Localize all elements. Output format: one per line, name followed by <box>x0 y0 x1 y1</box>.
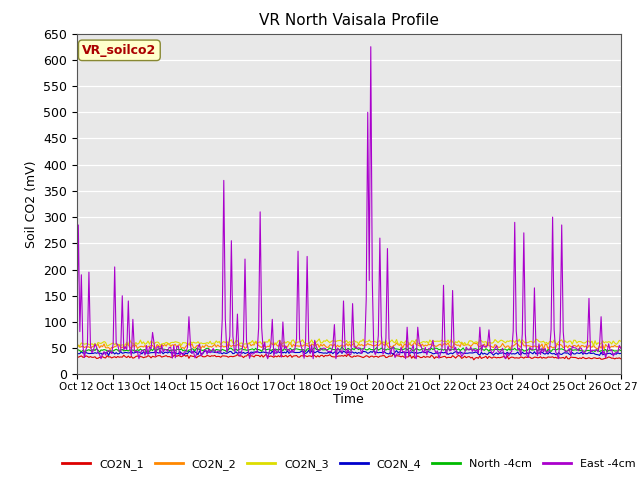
CO2N_1 <box>140 355 147 360</box>
CO2N_2 <box>256 344 264 349</box>
North -4cm <box>253 347 261 353</box>
CO2N_4 <box>141 351 149 357</box>
North -4cm <box>338 344 346 349</box>
CO2N_2 <box>237 343 244 349</box>
CO2N_3 <box>237 340 244 346</box>
CO2N_4 <box>589 350 597 356</box>
CO2N_4 <box>237 349 244 355</box>
CO2N_3 <box>312 339 320 345</box>
CO2N_3 <box>74 343 82 349</box>
North -4cm <box>543 349 550 355</box>
CO2N_4 <box>264 350 271 356</box>
East -4cm <box>141 352 149 358</box>
East -4cm <box>367 44 374 49</box>
North -4cm <box>589 348 597 353</box>
CO2N_2 <box>314 341 321 347</box>
North -4cm <box>311 345 319 350</box>
CO2N_2 <box>252 338 259 344</box>
Line: North -4cm: North -4cm <box>77 347 621 352</box>
CO2N_1 <box>470 357 477 363</box>
CO2N_3 <box>264 339 271 345</box>
CO2N_4 <box>314 348 321 354</box>
CO2N_2 <box>141 343 149 348</box>
Line: CO2N_1: CO2N_1 <box>77 354 621 360</box>
East -4cm <box>237 353 244 359</box>
North -4cm <box>235 347 243 352</box>
CO2N_2 <box>617 344 625 350</box>
CO2N_3 <box>589 343 597 349</box>
CO2N_1 <box>617 356 625 361</box>
CO2N_3 <box>617 338 625 344</box>
CO2N_1 <box>235 353 243 359</box>
Title: VR North Vaisala Profile: VR North Vaisala Profile <box>259 13 439 28</box>
Line: East -4cm: East -4cm <box>77 47 621 359</box>
Line: CO2N_4: CO2N_4 <box>77 350 621 356</box>
East -4cm <box>255 325 262 331</box>
East -4cm <box>264 356 271 361</box>
CO2N_4 <box>255 349 262 355</box>
CO2N_4 <box>105 353 113 359</box>
CO2N_4 <box>617 350 625 356</box>
North -4cm <box>140 347 147 353</box>
North -4cm <box>617 348 625 353</box>
CO2N_1 <box>253 353 261 359</box>
Legend: CO2N_1, CO2N_2, CO2N_3, CO2N_4, North -4cm, East -4cm: CO2N_1, CO2N_2, CO2N_3, CO2N_4, North -4… <box>58 455 639 475</box>
Text: VR_soilco2: VR_soilco2 <box>82 44 157 57</box>
East -4cm <box>73 329 81 335</box>
CO2N_2 <box>73 344 81 349</box>
CO2N_3 <box>73 341 81 347</box>
CO2N_4 <box>305 348 312 353</box>
CO2N_3 <box>316 336 323 342</box>
CO2N_1 <box>311 353 319 359</box>
CO2N_1 <box>262 351 270 357</box>
Line: CO2N_3: CO2N_3 <box>77 339 621 346</box>
Line: CO2N_2: CO2N_2 <box>77 341 621 349</box>
East -4cm <box>617 346 625 351</box>
North -4cm <box>262 347 270 352</box>
CO2N_2 <box>589 342 597 348</box>
East -4cm <box>97 356 105 361</box>
X-axis label: Time: Time <box>333 394 364 407</box>
CO2N_1 <box>589 355 597 361</box>
East -4cm <box>589 348 597 353</box>
CO2N_2 <box>266 344 273 349</box>
North -4cm <box>73 348 81 353</box>
CO2N_2 <box>106 347 114 352</box>
Y-axis label: Soil CO2 (mV): Soil CO2 (mV) <box>24 160 38 248</box>
CO2N_4 <box>73 351 81 357</box>
East -4cm <box>312 344 320 349</box>
CO2N_3 <box>141 341 149 347</box>
CO2N_3 <box>255 340 262 346</box>
CO2N_1 <box>390 351 397 357</box>
CO2N_1 <box>73 354 81 360</box>
